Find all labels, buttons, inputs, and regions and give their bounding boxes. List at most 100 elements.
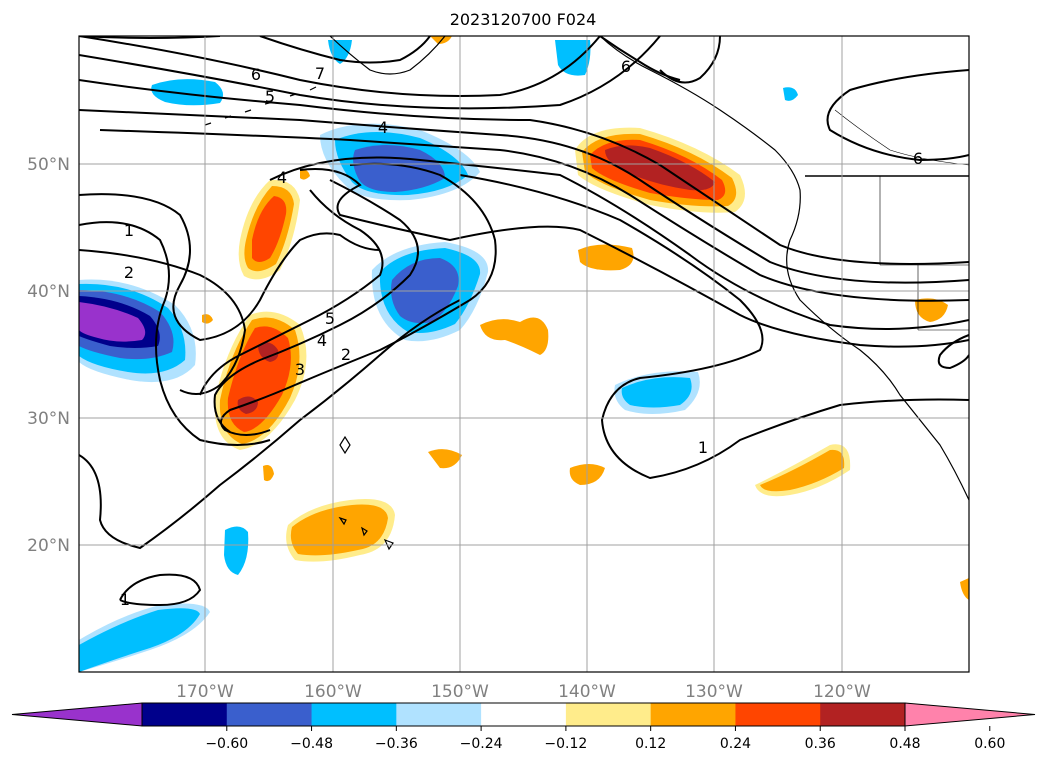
lon-tick-labels: 170°W 160°W 150°W 140°W 130°W 120°W: [176, 682, 871, 702]
positive-anomaly-small7: [300, 169, 310, 180]
contour-2-west: [79, 249, 247, 395]
contour-7: [79, 36, 601, 97]
positive-anomaly-southwest-max2: [237, 396, 258, 414]
contour-labels: 6 7 5 4 6 6 4 1 2 4 5 4 3 2 1 1: [120, 57, 923, 609]
colorbar-tick-label: −0.60: [205, 736, 248, 752]
colorbar-extend-high: [904, 702, 1036, 727]
contour-label: 3: [295, 360, 305, 379]
positive-anomaly-small3: [915, 298, 948, 322]
us-state-lines: [879, 176, 969, 331]
island-small: [339, 435, 351, 455]
contour-label: 2: [124, 263, 134, 282]
contour-4-north: [79, 109, 969, 284]
positive-anomaly-small4: [263, 465, 274, 482]
colorbar-tick-label: −0.24: [460, 736, 503, 752]
colorbar-segment: [735, 703, 821, 726]
canada-region-line: [834, 109, 969, 166]
contour-label: 1: [698, 438, 708, 457]
contour-label: 4: [277, 168, 287, 187]
colorbar: −0.60 −0.48 −0.36 −0.24 −0.12 0.12 0.24 0.36 0.4…: [11, 702, 1036, 752]
map-frame: [78, 35, 970, 673]
contour-4-band: [99, 129, 969, 302]
colorbar-tick-label: 0.24: [720, 736, 751, 752]
contour-jet-loop-3: [199, 189, 384, 396]
lon-tick: 120°W: [813, 682, 871, 702]
positive-anomaly-small1: [428, 449, 462, 469]
contour-6-east: [659, 36, 969, 162]
contour-label: 1: [124, 221, 134, 240]
contour-1-east: [459, 174, 969, 480]
contour-small-east: [937, 334, 969, 370]
positive-anomaly-southeast-core: [760, 449, 845, 492]
colorbar-segment: [142, 703, 228, 726]
contour-6-top: [599, 36, 681, 81]
colorbar-extend-low: [11, 702, 143, 727]
positive-anomaly-northeast-max: [605, 145, 715, 191]
colorbar-tick-label: 0.48: [889, 736, 920, 752]
negative-anomaly-subtropic-core: [621, 377, 692, 408]
positive-anomaly-southwest-max: [258, 342, 279, 362]
negative-anomaly-west-max: [79, 302, 146, 342]
contour-label: 2: [341, 345, 351, 364]
lat-tick: 40°N: [27, 282, 70, 302]
colorbar-tick-label: −0.48: [290, 736, 333, 752]
map-area: 6 7 5 4 6 6 4 1 2 4 5 4 3 2 1 1: [79, 36, 969, 672]
negative-anomaly-top: [555, 40, 591, 76]
negative-anomaly-hawaii-west: [224, 526, 249, 575]
colorbar-segment: [565, 703, 652, 726]
alaska-coast: [329, 36, 446, 75]
positive-anomaly-hawaii-core: [290, 504, 388, 556]
lat-tick-labels: 20°N 30°N 40°N 50°N: [27, 155, 70, 556]
contour-1-west: [79, 221, 271, 446]
contour-6-north: [79, 36, 661, 110]
lon-tick: 140°W: [558, 682, 616, 702]
lon-tick: 130°W: [685, 682, 743, 702]
positive-anomaly-north-west-inner: [252, 196, 287, 262]
contour-outer-west: [79, 299, 461, 550]
lat-tick: 20°N: [27, 536, 70, 556]
contour-2-band: [299, 168, 969, 348]
contour-label: 4: [317, 331, 327, 350]
contour-label: 6: [913, 149, 923, 168]
colorbar-segment: [396, 703, 482, 726]
negative-anomaly-southwest-core: [79, 608, 200, 672]
contour-layer: [79, 36, 969, 607]
contour-4-west-loop: [79, 193, 381, 342]
contour-jet-loop-2: [213, 179, 419, 433]
anomaly-fill-layer: [79, 36, 969, 672]
lon-tick: 150°W: [431, 682, 489, 702]
contour-3-band: [269, 156, 969, 330]
positive-anomaly-mid: [480, 317, 549, 355]
colorbar-frame: [141, 702, 906, 727]
colorbar-segment: [226, 703, 313, 726]
contour-5: [79, 79, 969, 265]
colorbar-tick-label: −0.36: [375, 736, 418, 752]
figure-title: 2023120700 F024: [450, 10, 597, 29]
contour-label: 4: [378, 118, 388, 137]
contour-label: 6: [621, 57, 631, 76]
contour-label: 5: [325, 309, 335, 328]
contour-label: 5: [265, 87, 275, 106]
contour-label: 6: [251, 65, 261, 84]
lat-tick: 50°N: [27, 155, 70, 175]
north-america-coast: [599, 36, 969, 501]
lat-tick: 30°N: [27, 409, 70, 429]
lon-tick: 170°W: [176, 682, 234, 702]
colorbar-segment: [481, 703, 567, 726]
gridlines: [79, 36, 969, 672]
coastline-layer: [204, 36, 969, 551]
colorbar-segment: [311, 703, 397, 726]
colorbar-tick-label: 0.36: [805, 736, 836, 752]
contour-top-ring: [79, 36, 431, 64]
contour-label: 7: [315, 64, 325, 83]
positive-anomaly-small5: [960, 578, 969, 600]
colorbar-segment: [650, 703, 736, 726]
lon-tick: 160°W: [304, 682, 362, 702]
negative-anomaly-coast: [783, 87, 798, 101]
contour-label: 1: [120, 590, 130, 609]
contour-loop-west-1: [119, 573, 202, 607]
colorbar-segment: [820, 703, 906, 726]
colorbar-tick-label: −0.12: [544, 736, 587, 752]
colorbar-tick-label: 0.60: [974, 736, 1005, 752]
